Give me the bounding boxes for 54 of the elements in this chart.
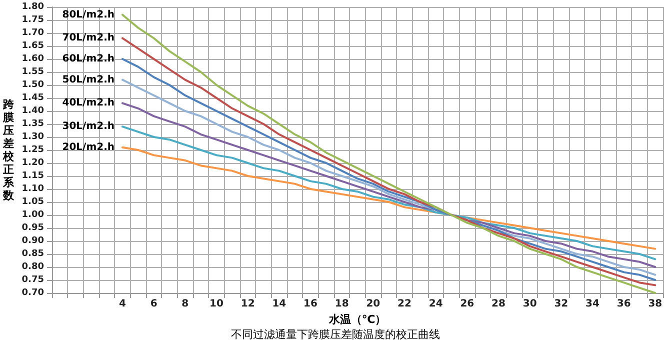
- y-tick-label: 0.75: [22, 275, 44, 285]
- y-tick-label: 1.10: [22, 184, 44, 194]
- y-tick-label: 1.80: [22, 2, 44, 12]
- x-tick-label: 14: [272, 298, 286, 310]
- y-axis-title: 跨膜压差校正系数: [2, 98, 15, 202]
- y-tick-label: 1.55: [22, 67, 44, 77]
- x-tick-label: 32: [554, 298, 568, 310]
- x-tick-label: 8: [182, 298, 189, 310]
- series-label: 70L/m2.h: [62, 32, 114, 44]
- y-tick-label: 1.45: [22, 93, 44, 103]
- series-label: 60L/m2.h: [62, 54, 114, 64]
- x-tick-label: 34: [586, 298, 600, 310]
- x-tick-label: 22: [398, 298, 412, 310]
- x-tick-label: 28: [492, 298, 506, 310]
- x-tick-label: 16: [304, 298, 318, 310]
- x-tick-label: 26: [460, 298, 474, 310]
- y-tick-label: 1.70: [22, 28, 44, 38]
- y-tick-label: 0.85: [22, 249, 44, 259]
- line-series: [122, 102, 656, 268]
- x-tick-label: 10: [210, 298, 224, 310]
- y-tick-label: 1.40: [22, 106, 44, 116]
- text: 不同过滤通量下跨膜压差随温度的校正曲线: [231, 328, 440, 341]
- series-label: 80L/m2.h: [62, 9, 114, 20]
- y-tick-label: 0.95: [22, 223, 44, 233]
- y-tick-label: 1.35: [22, 119, 44, 129]
- x-tick-label: 30: [522, 298, 537, 310]
- series-label: 30L/m2.h: [62, 121, 114, 132]
- y-tick-label: 0.80: [22, 262, 44, 272]
- x-tick-label: 20: [366, 298, 380, 310]
- x-tick-label: 24: [428, 298, 443, 310]
- y-tick-label: 0.90: [22, 236, 44, 246]
- y-tick-label: 1.00: [22, 210, 44, 220]
- line-series: [122, 146, 656, 250]
- x-tick-label: 38: [648, 298, 662, 310]
- y-tick-label: 1.25: [22, 145, 44, 155]
- series-label: 20L/m2.h: [62, 142, 114, 153]
- x-tick-label: 6: [150, 298, 158, 310]
- x-tick-label: 36: [616, 298, 631, 310]
- x-tick-label: 12: [240, 298, 255, 310]
- series-label: 50L/m2.h: [62, 74, 114, 86]
- line-series: [122, 126, 656, 260]
- y-tick-label: 1.30: [22, 132, 44, 142]
- y-tick-label: 1.50: [22, 80, 44, 90]
- x-tick-label: 4: [119, 298, 126, 310]
- x-tick-label: 18: [334, 298, 349, 310]
- x-axis-title: 水温（℃）: [328, 312, 386, 326]
- y-tick-label: 1.60: [22, 54, 44, 64]
- y-tick-label: 1.75: [22, 15, 44, 25]
- y-tick-label: 1.65: [22, 41, 44, 51]
- y-tick-label: 1.20: [22, 158, 44, 168]
- y-tick-label: 0.70: [22, 288, 44, 298]
- y-tick-label: 1.05: [22, 197, 44, 207]
- series-label: 40L/m2.h: [62, 98, 114, 109]
- y-tick-label: 1.15: [22, 171, 44, 181]
